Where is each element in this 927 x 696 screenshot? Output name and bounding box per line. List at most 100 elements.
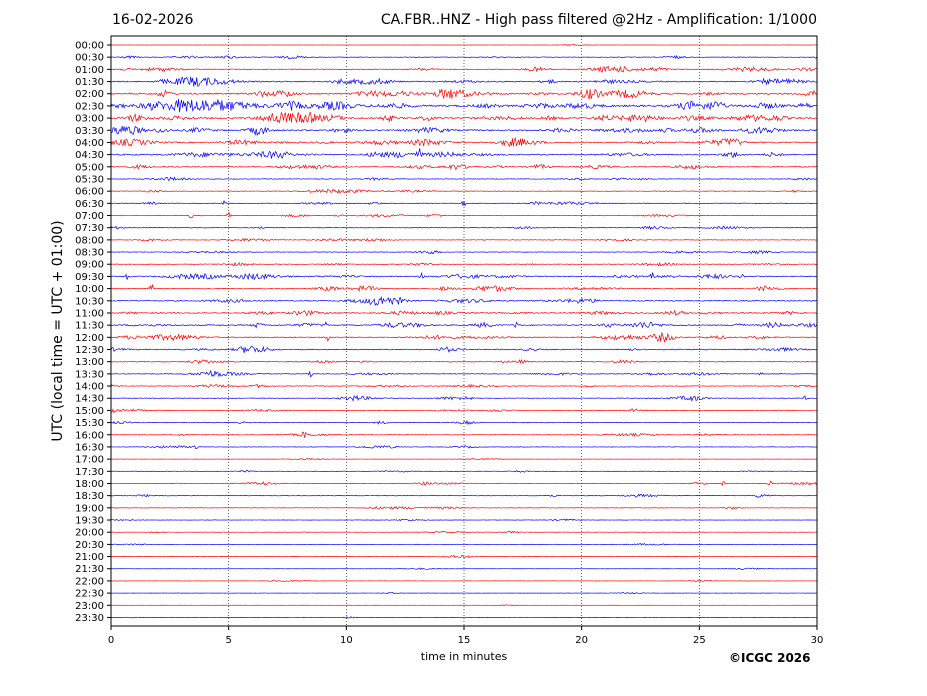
trace-0530	[110, 176, 818, 182]
trace-2330	[110, 616, 818, 619]
y-tick-label: 11:00	[75, 308, 104, 319]
trace-0500	[110, 163, 818, 171]
y-tick-label: 13:30	[75, 369, 104, 380]
trace-0730	[110, 225, 818, 231]
y-tick-label: 08:30	[75, 248, 104, 259]
x-tick-label: 5	[225, 635, 231, 646]
trace-1300	[110, 358, 818, 365]
trace-0430	[110, 148, 818, 159]
y-tick-label: 11:30	[75, 321, 104, 332]
trace-1630	[110, 445, 818, 449]
y-tick-label: 19:00	[75, 503, 104, 514]
plot-title: CA.FBR..HNZ - High pass filtered @2Hz - …	[380, 12, 817, 28]
y-tick-label: 15:30	[75, 418, 104, 429]
trace-0230	[110, 98, 818, 113]
trace-2000	[110, 530, 818, 534]
trace-2030	[110, 542, 818, 546]
x-axis-ticks: 0 5 10 15 20 25 30	[108, 626, 824, 646]
y-tick-label: 20:30	[75, 540, 104, 551]
trace-0330	[110, 125, 818, 137]
y-tick-label: 03:30	[75, 126, 104, 137]
trace-0900	[110, 261, 818, 267]
trace-2300	[110, 604, 818, 607]
y-tick-label: 21:30	[75, 564, 104, 575]
plot-date: 16-02-2026	[112, 12, 194, 28]
trace-1100	[110, 309, 818, 317]
y-axis-label: UTC (local time = UTC + 01:00)	[50, 220, 66, 441]
y-tick-label: 16:00	[75, 430, 104, 441]
y-tick-label: 02:00	[75, 89, 104, 100]
y-tick-label: 18:00	[75, 479, 104, 490]
y-tick-label: 06:30	[75, 199, 104, 210]
y-tick-label: 14:30	[75, 394, 104, 405]
trace-1830	[110, 493, 818, 498]
trace-2130	[110, 567, 818, 570]
x-tick-label: 15	[458, 635, 471, 646]
y-tick-label: 04:30	[75, 150, 104, 161]
trace-1330	[110, 369, 818, 378]
trace-2200	[110, 579, 818, 583]
trace-1400	[110, 383, 818, 389]
trace-1430	[110, 394, 818, 403]
trace-0000	[110, 44, 818, 47]
y-tick-label: 20:00	[75, 528, 104, 539]
seismic-traces	[110, 44, 818, 619]
trace-1600	[110, 431, 818, 438]
y-tick-label: 00:30	[75, 53, 104, 64]
trace-0700	[110, 211, 818, 219]
y-tick-label: 01:30	[75, 77, 104, 88]
trace-0030	[110, 54, 818, 60]
trace-0930	[110, 271, 818, 281]
trace-1000	[110, 283, 818, 293]
y-tick-label: 17:30	[75, 467, 104, 478]
x-axis-label: time in minutes	[421, 650, 508, 663]
y-tick-label: 21:00	[75, 552, 104, 563]
trace-1030	[110, 296, 818, 306]
y-tick-label: 09:30	[75, 272, 104, 283]
x-tick-label: 30	[811, 635, 824, 646]
y-tick-label: 17:00	[75, 455, 104, 466]
y-tick-label: 05:00	[75, 162, 104, 173]
trace-1230	[110, 345, 818, 354]
trace-0400	[110, 137, 818, 148]
trace-2230	[110, 591, 818, 595]
y-tick-label: 00:00	[75, 41, 104, 52]
x-tick-label: 25	[693, 635, 706, 646]
y-tick-label: 03:00	[75, 114, 104, 125]
y-tick-label: 14:00	[75, 382, 104, 393]
y-tick-label: 13:00	[75, 357, 104, 368]
trace-1530	[110, 419, 818, 426]
trace-1130	[110, 321, 818, 329]
y-tick-label: 04:00	[75, 138, 104, 149]
x-tick-label: 10	[340, 635, 353, 646]
trace-0630	[110, 199, 818, 207]
grid-lines	[228, 36, 700, 626]
trace-1200	[110, 332, 818, 344]
y-tick-label: 09:00	[75, 260, 104, 271]
y-tick-label: 10:00	[75, 284, 104, 295]
trace-0130	[110, 76, 818, 87]
y-tick-label: 23:30	[75, 613, 104, 624]
y-tick-label: 07:30	[75, 223, 104, 234]
trace-0300	[110, 111, 818, 124]
y-tick-label: 02:30	[75, 101, 104, 112]
trace-0830	[110, 250, 818, 255]
y-tick-label: 06:00	[75, 187, 104, 198]
trace-1900	[110, 505, 818, 510]
y-tick-label: 15:00	[75, 406, 104, 417]
y-tick-label: 01:00	[75, 65, 104, 76]
y-tick-label: 07:00	[75, 211, 104, 222]
trace-1500	[110, 408, 818, 414]
trace-0800	[110, 237, 818, 242]
y-tick-label: 10:30	[75, 296, 104, 307]
trace-2100	[110, 554, 818, 559]
trace-0100	[110, 65, 818, 73]
trace-1730	[110, 469, 818, 473]
y-tick-label: 08:00	[75, 235, 104, 246]
trace-1800	[110, 480, 818, 486]
y-tick-label: 23:00	[75, 601, 104, 612]
y-tick-label: 18:30	[75, 491, 104, 502]
y-tick-label: 22:30	[75, 589, 104, 600]
